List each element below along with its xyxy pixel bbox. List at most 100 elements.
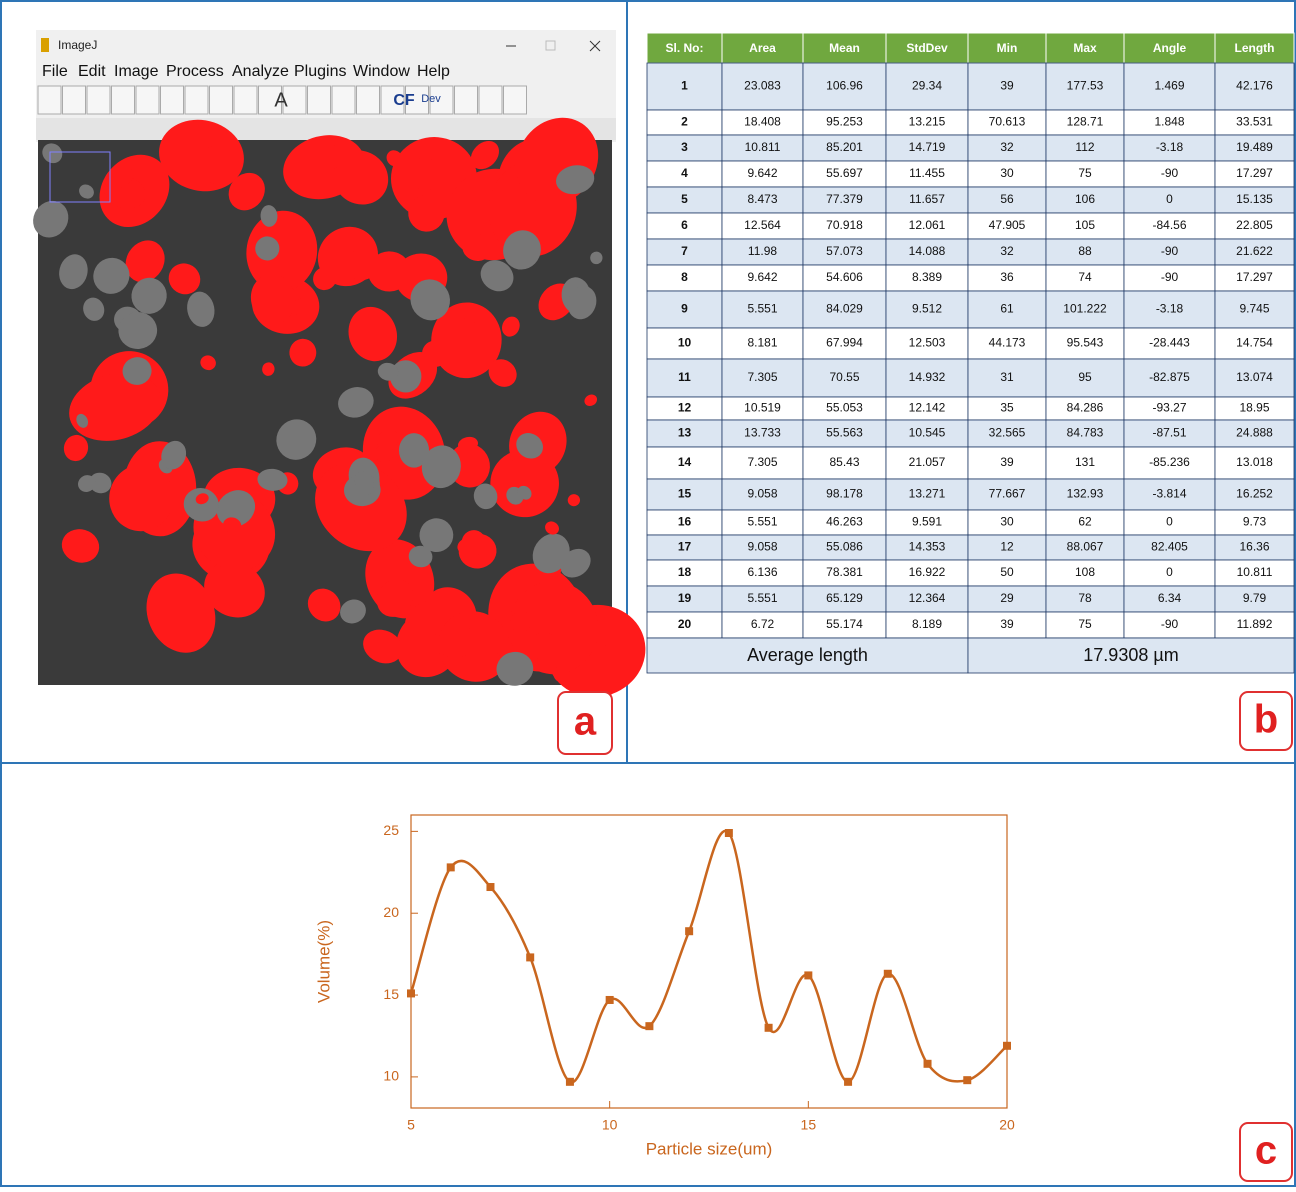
marker (924, 1060, 932, 1068)
tool-button[interactable] (136, 86, 159, 114)
cell-text: 1 (681, 79, 688, 93)
cell-text: -82.875 (1149, 370, 1190, 384)
menu-item[interactable]: Analyze (232, 63, 289, 80)
menu-item[interactable]: File (42, 63, 68, 80)
marker (765, 1024, 773, 1032)
y-axis-label: Volume(%) (314, 920, 333, 1003)
cell-text: 12 (678, 401, 692, 415)
cell-text: 39 (1000, 79, 1014, 93)
tool-button[interactable] (479, 86, 502, 114)
tool-button[interactable] (455, 86, 478, 114)
marker (606, 996, 614, 1004)
cell-text: 57.073 (826, 244, 863, 258)
cell-text: -90 (1161, 244, 1179, 258)
cell-text: 42.176 (1236, 79, 1273, 93)
cell-text: 31 (1000, 370, 1014, 384)
cell-text: 18.95 (1239, 401, 1269, 415)
tool-button[interactable] (161, 86, 184, 114)
cell-text: 13.074 (1236, 370, 1273, 384)
cell-text: 44.173 (989, 336, 1026, 350)
cell-text: 5.551 (747, 302, 777, 316)
cell-text: 36 (1000, 270, 1014, 284)
tool-button[interactable] (504, 86, 527, 114)
cell-text: 11.98 (748, 244, 777, 258)
cell-text: 11.657 (909, 192, 945, 206)
cell-text: 7.305 (747, 370, 777, 384)
menu-item[interactable]: Window (353, 63, 410, 80)
cell-text: 78.381 (826, 565, 863, 579)
cell-text: 30 (1000, 515, 1014, 529)
marker (844, 1078, 852, 1086)
cell-text: 9.642 (747, 270, 777, 284)
cell-text: 16 (678, 515, 692, 529)
cell-text: 22.805 (1236, 218, 1273, 232)
cell-text: 0 (1166, 192, 1173, 206)
menu-item[interactable]: Edit (78, 63, 106, 80)
tool-button[interactable] (332, 86, 355, 114)
x-tick-label: 20 (999, 1117, 1015, 1133)
y-tick-label: 20 (383, 904, 399, 920)
tool-button[interactable] (357, 86, 380, 114)
cell-text: 11 (678, 370, 691, 384)
cell-text: 9.058 (747, 487, 777, 501)
cell-text: 10.811 (1237, 565, 1273, 579)
cell-text: 10 (678, 336, 692, 350)
window-title: ImageJ (58, 38, 97, 52)
cell-text: 112 (1075, 140, 1094, 154)
cell-text: 106 (1075, 192, 1095, 206)
cell-text: 85.43 (829, 455, 859, 469)
cell-text: 54.606 (826, 270, 863, 284)
cell-text: 14.754 (1236, 336, 1273, 350)
cell-text: 55.697 (826, 166, 863, 180)
cell-text: 21.057 (909, 455, 946, 469)
cell-text: 70.918 (826, 218, 863, 232)
cell-text: 65.129 (826, 591, 863, 605)
menu-item[interactable]: Image (114, 63, 159, 80)
cell-text: -3.18 (1156, 302, 1184, 316)
cell-text: 13.271 (909, 487, 946, 501)
cell-text: 55.563 (826, 426, 863, 440)
tool-button[interactable] (210, 86, 233, 114)
cell-text: 88.067 (1067, 540, 1104, 554)
cell-text: 5.551 (747, 515, 777, 529)
tool-button[interactable] (38, 86, 61, 114)
cell-text: 14 (678, 455, 692, 469)
cell-text: 11.892 (1237, 617, 1273, 631)
x-tick-label: 10 (602, 1117, 618, 1133)
cell-text: 13 (678, 426, 692, 440)
cell-text: 18.408 (744, 115, 781, 129)
marker (447, 863, 455, 871)
cell-text: 131 (1075, 455, 1095, 469)
cell-text: 84.783 (1067, 426, 1104, 440)
cell-text: 16.922 (909, 565, 946, 579)
tool-button[interactable] (63, 86, 86, 114)
cell-text: -87.51 (1152, 426, 1186, 440)
tool-button[interactable] (185, 86, 208, 114)
menu-item[interactable]: Plugins (294, 63, 346, 80)
menu-item[interactable]: Process (166, 63, 224, 80)
cell-text: 84.286 (1067, 401, 1104, 415)
cell-text: 2 (681, 115, 688, 129)
cell-text: 8.389 (912, 270, 942, 284)
tool-button[interactable] (234, 86, 257, 114)
x-tick-label: 5 (407, 1117, 415, 1133)
tool-label: CF (393, 92, 415, 109)
cell-text: 29 (1000, 591, 1014, 605)
tool-button[interactable] (112, 86, 135, 114)
tool-button[interactable] (87, 86, 110, 114)
cell-text: 77.667 (989, 487, 1026, 501)
y-tick-label: 25 (383, 822, 399, 838)
cell-text: 105 (1075, 218, 1095, 232)
cell-text: 9.745 (1239, 302, 1269, 316)
cell-text: 74 (1078, 270, 1092, 284)
y-tick-label: 15 (383, 986, 399, 1002)
tool-button[interactable] (308, 86, 331, 114)
cell-text: 16.36 (1239, 540, 1269, 554)
cell-text: 15.135 (1236, 192, 1273, 206)
cell-text: 85.201 (826, 140, 863, 154)
marker (1003, 1042, 1011, 1050)
menu-item[interactable]: Help (417, 63, 450, 80)
cell-text: 14.088 (909, 244, 946, 258)
header-text: Area (749, 41, 776, 55)
cell-text: 23.083 (744, 79, 781, 93)
